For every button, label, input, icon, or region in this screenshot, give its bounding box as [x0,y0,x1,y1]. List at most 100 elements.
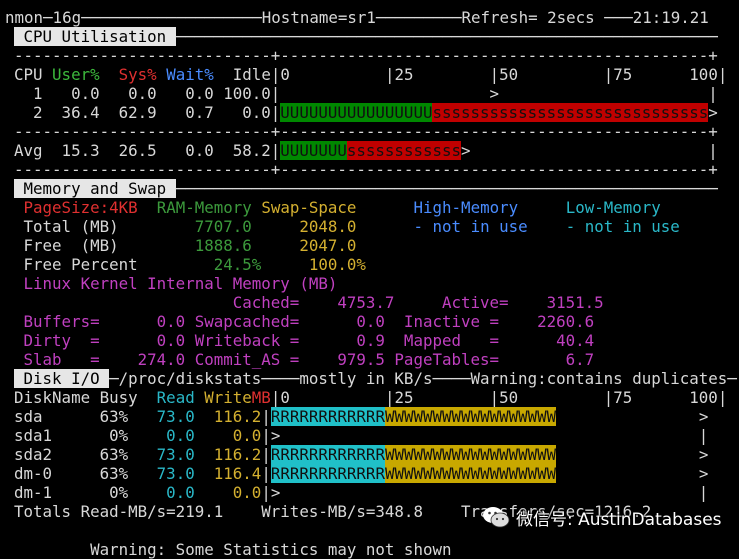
terminal-text: |0 |25 |50 |75 100| [270,388,728,407]
highlighted-text: WWWWWWWWWWWWWWWWWW [384,407,557,426]
highlighted-text: RRRRRRRRRRRR [270,407,385,426]
terminal-text [138,198,157,217]
terminal-text [14,198,24,217]
terminal-text: MB [251,388,271,407]
terminal-text [356,198,413,217]
highlighted-text: UUUUUUU [280,141,347,160]
terminal-text: ---------------------------+------------… [14,122,718,141]
terminal-line [14,521,24,540]
highlighted-text: WWWWWWWWWWWWWWWWWW [384,445,557,464]
terminal-text: 116.2 [213,445,262,464]
terminal-text: Cached= 4753.7 Active= 3151.5 [14,293,604,312]
terminal-line: sda 63% 73.0 116.2|RRRRRRRRRRRRWWWWWWWWW… [14,407,708,426]
terminal-text: CPU [14,65,53,84]
terminal-text: 116.4 [213,464,262,483]
terminal-line: CPU User% Sys% Wait% Idle|0 |25 |50 |75 … [14,65,727,84]
terminal-text [528,217,566,236]
highlighted-text: sssssssssssssssssssssssssssss [432,103,709,122]
terminal-text: Write [204,388,252,407]
highlighted-text: Memory and Swap [14,179,176,198]
terminal-text: 1 0.0 0.0 0.0 100.0| > | [14,84,718,103]
terminal-text [252,217,300,236]
terminal-text: | [261,464,271,483]
terminal-text: 24.5% [213,255,262,274]
terminal-line: CPU Utilisation ────────────────────────… [14,27,718,46]
terminal-text: Buffers= 0.0 Swapcached= 0.0 Inactive = … [14,312,595,331]
terminal-text: 0.0 [166,483,195,502]
terminal-line: PageSize:4KB RAM-Memory Swap-Space High-… [14,198,661,217]
terminal-text: 0.0 [232,426,262,445]
terminal-text: 73.0 [156,445,195,464]
terminal-text [518,198,566,217]
terminal-text: - not in use [413,217,528,236]
terminal-text [157,65,167,84]
highlighted-text: UUUUUUUUUUUUUUUU [280,103,433,122]
terminal-line: Free (MB) 1888.6 2047.0 [14,236,357,255]
terminal-text [195,483,233,502]
terminal-text: |> | [261,426,709,445]
terminal-line: 2 36.4 62.9 0.7 0.0|UUUUUUUUUUUUUUUUssss… [14,103,718,122]
terminal-line: 1 0.0 0.0 0.0 100.0| > | [14,84,718,103]
terminal-text: | [261,407,271,426]
terminal-line: sda2 63% 73.0 116.2|RRRRRRRRRRRRWWWWWWWW… [14,445,708,464]
terminal-text: User% [52,65,100,84]
terminal-text: 1888.6 [194,236,252,255]
terminal-text [356,217,413,236]
terminal-text: Slab = 274.0 Commit_AS = 979.5 PageTable… [14,350,595,369]
terminal-text: Free Percent [14,255,214,274]
terminal-text [195,445,214,464]
terminal-text: 73.0 [156,407,195,426]
terminal-text [261,255,309,274]
terminal-text: > [556,464,709,483]
terminal-line: Linux Kernel Internal Memory (MB) [14,274,338,293]
terminal-text: Free (MB) [14,236,195,255]
terminal-text: 116.2 [213,407,262,426]
terminal-line: DiskName Busy Read WriteMB|0 |25 |50 |75… [14,388,727,407]
terminal-text: 100.0% [308,255,366,274]
terminal-text: 0.0 [232,483,262,502]
terminal-text: Low-Memory [565,198,661,217]
terminal-text: ────────────────────────────────────────… [175,179,718,198]
terminal-line: sda1 0% 0.0 0.0|> | [14,426,708,445]
terminal-text: Totals Read-MB/s=219.1 Writes-MB/s=348.8… [14,502,652,521]
terminal-text: Read [156,388,195,407]
terminal-text: > | [461,141,718,160]
terminal-text: Warning: Some Statistics may not shown [14,540,452,559]
terminal-text: > [556,407,709,426]
terminal-line: ---------------------------+------------… [14,122,718,141]
watermark-text: 微信号: AustinDatabases [516,509,722,530]
terminal-text: sda 63% [14,407,157,426]
terminal-text: DiskName Busy [14,388,157,407]
terminal-line: Disk I/O ─/proc/diskstats────mostly in K… [14,369,737,388]
terminal-text: ---------------------------+------------… [14,46,718,65]
terminal-line: dm-1 0% 0.0 0.0|> | [14,483,708,502]
terminal-text: |> | [261,483,709,502]
terminal-text [252,198,262,217]
terminal-text: 73.0 [156,464,195,483]
highlighted-text: WWWWWWWWWWWWWWWWWW [384,464,557,483]
terminal-text: Swap-Space [261,198,357,217]
terminal-line: Buffers= 0.0 Swapcached= 0.0 Inactive = … [14,312,595,331]
terminal-text: Dirty = 0.0 Writeback = 0.9 Mapped = 40.… [14,331,595,350]
terminal-line: ---------------------------+------------… [14,46,718,65]
terminal-line: Warning: Some Statistics may not shown [14,540,451,559]
terminal-text: ---------------------------+------------… [14,160,718,179]
terminal-text [195,464,214,483]
highlighted-text: RRRRRRRRRRRR [270,445,385,464]
terminal-text [100,65,119,84]
highlighted-text: ssssssssssss [346,141,462,160]
terminal-text: 2048.0 [299,217,357,236]
terminal-text: Linux Kernel Internal Memory (MB) [14,274,338,293]
terminal-text: Idle|0 |25 |50 |75 100| [213,65,728,84]
highlighted-text: RRRRRRRRRRRR [270,464,385,483]
terminal-text: Avg 15.3 26.5 0.0 58.2| [14,141,281,160]
terminal-line: Free Percent 24.5% 100.0% [14,255,366,274]
terminal-text: > [556,445,709,464]
terminal-text: 2047.0 [299,236,357,255]
terminal-text: 2 36.4 62.9 0.7 0.0| [14,103,281,122]
terminal-text: ────────────────────────────────────────… [175,27,718,46]
terminal-text: RAM-Memory [156,198,252,217]
terminal-text: PageSize:4KB [23,198,138,217]
terminal-text: ─/proc/diskstats────mostly in KB/s────Wa… [109,369,737,388]
